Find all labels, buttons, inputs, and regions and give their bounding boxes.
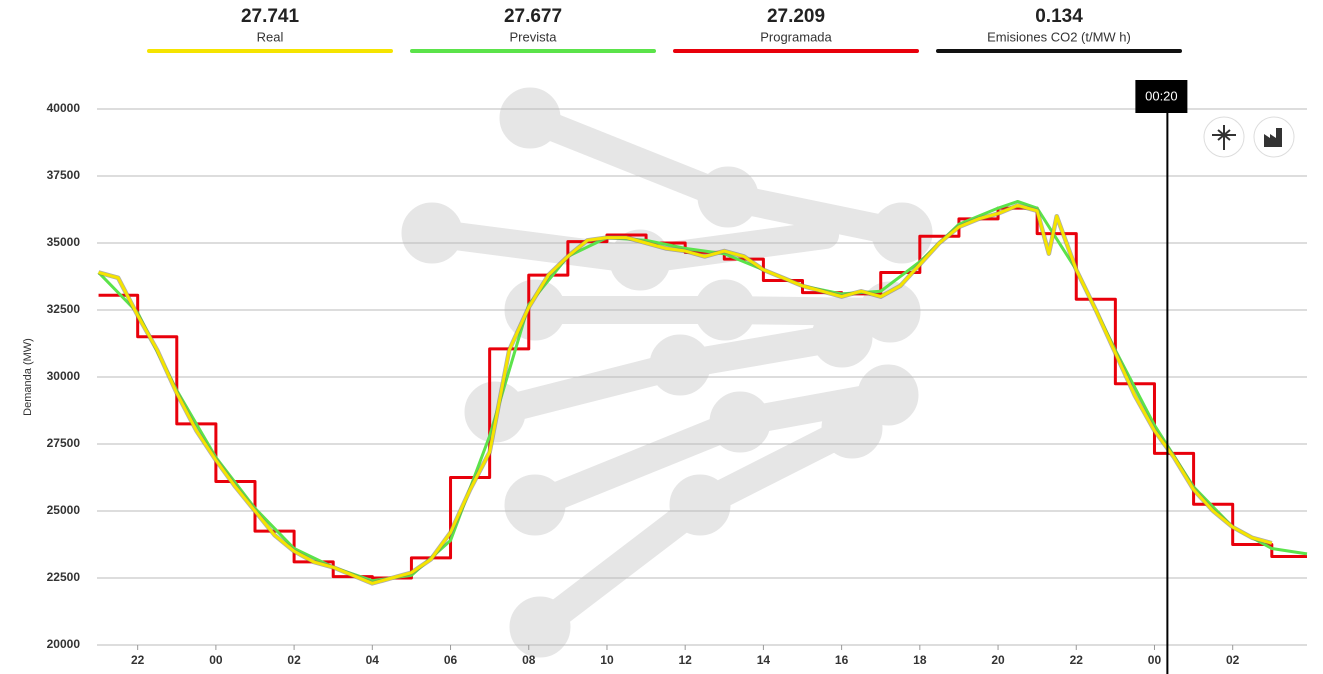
factory-icon [1264,128,1282,147]
x-tick-label: 16 [835,653,849,667]
cursor-label: 00:20 [1145,88,1178,103]
y-tick-label: 37500 [47,168,81,182]
x-tick-label: 04 [366,653,380,667]
summary-label: Prevista [510,29,558,44]
summary-underline [147,49,393,53]
cursor-badge [1135,80,1188,113]
summary-value: 27.677 [504,6,562,27]
y-tick-label: 35000 [47,235,81,249]
series-line [98,203,1273,585]
summary-value: 27.209 [767,6,825,27]
x-tick-label: 00 [1148,653,1162,667]
y-tick-label: 20000 [47,637,81,651]
summary-label: Real [257,29,284,44]
summary-value: 27.741 [241,6,300,27]
wind-icon [1212,125,1236,150]
x-tick-label: 22 [1070,653,1084,667]
x-tick-label: 20 [991,653,1005,667]
x-tick-label: 14 [757,653,771,667]
x-tick-label: 00 [209,653,223,667]
summary-underline [410,49,656,53]
background-logo [401,87,933,658]
x-tick-label: 02 [287,653,301,667]
x-tick-label: 12 [679,653,693,667]
y-tick-label: 30000 [47,369,81,383]
x-tick-label: 10 [600,653,614,667]
tool-buttons [1203,116,1295,158]
y-tick-label: 27500 [47,436,81,450]
x-tick-label: 18 [913,653,927,667]
x-tick-label: 22 [131,653,145,667]
summary-underline [936,49,1182,53]
summary-label: Emisiones CO2 (t/MW h) [987,29,1131,44]
y-axis-label: Demanda (MW) [22,338,34,416]
x-tick-label: 02 [1226,653,1240,667]
y-tick-label: 40000 [47,101,81,115]
y-tick-label: 32500 [47,302,81,316]
x-tick-label: 06 [444,653,458,667]
summary-underline [673,49,919,53]
summary-label: Programada [760,29,832,44]
y-tick-label: 25000 [47,503,81,517]
summary-value: 0.134 [1035,6,1083,27]
y-tick-label: 22500 [47,570,81,584]
x-tick-label: 08 [522,653,536,667]
